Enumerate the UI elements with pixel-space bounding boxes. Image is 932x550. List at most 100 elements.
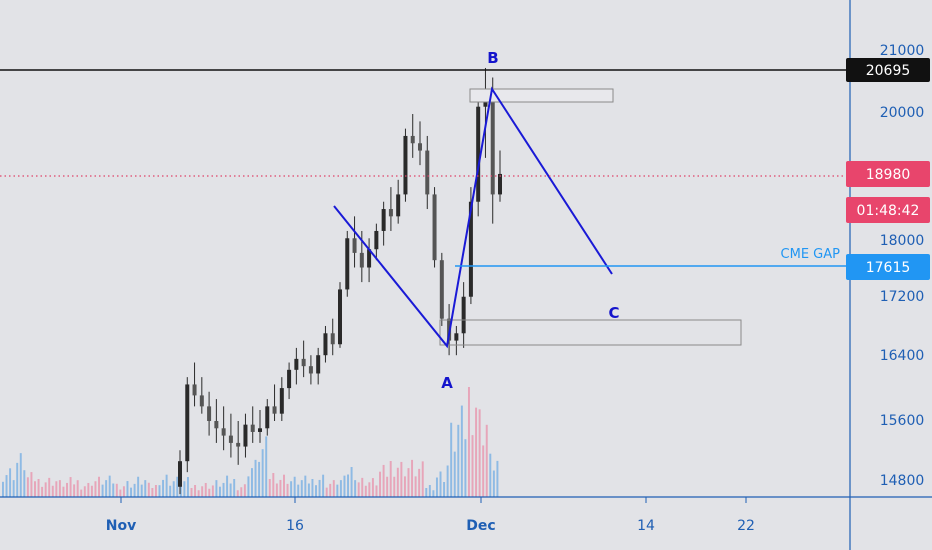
candle-body [352,238,357,253]
volume-bar [347,474,349,497]
volume-bar [179,485,182,497]
volume-bar [19,453,22,497]
candle-body [498,173,502,195]
countdown-tag-text: 01:48:42 [857,203,920,219]
volume-bar [169,485,172,497]
countdown-tag-bg [846,197,930,223]
abc-pattern-line[interactable] [333,86,613,349]
volume-bar [243,484,246,497]
volume-bar [76,480,79,497]
point-label-b: B [487,49,498,67]
candle-body [476,106,481,202]
volume-bar [218,486,221,497]
candle-body [308,366,313,374]
volume-bar [368,482,371,497]
candle-body [265,406,270,429]
volume-bar [122,486,125,497]
volume-bar [318,479,321,497]
volume-bar [475,407,478,497]
price-tick-20000: 20000 [880,105,925,121]
candle-body [490,92,495,195]
volume-bar [258,461,261,497]
cme-gap-label: CME GAP [781,247,841,262]
candle-body [214,420,219,429]
candle-body [410,135,415,144]
candle-body [192,384,197,396]
cme-gap-price-tag: 17615 [846,254,930,280]
volume-bar [364,485,367,497]
volume-bar [30,472,33,497]
candle-body [250,424,255,432]
volume-bar [251,468,253,497]
volume-bar [201,486,204,497]
cme-gap-tag-text: 17615 [866,260,911,276]
price-tick-17200: 17200 [880,289,925,305]
volume-bar [446,465,449,497]
volume-bar [2,481,4,497]
candle-body [461,296,466,334]
last-price-tag-bg [846,161,930,187]
volume-bar [332,480,335,497]
date-label-22: 22 [737,518,755,534]
volume-bar [240,487,243,497]
volume-bar [140,484,143,497]
candle-body [396,194,401,217]
gap-zone-box[interactable] [439,319,742,346]
price-tick-14800: 14800 [880,473,925,489]
volume-bar [186,477,189,497]
volume-bar [425,488,428,497]
date-label-dec: Dec [466,518,495,534]
volume-bar [254,459,257,497]
volume-bar [80,489,83,497]
candle-body [381,209,386,231]
volume-bar [393,476,396,497]
volume-bar [204,482,207,497]
resistance-price-tag: 20695 [846,58,930,82]
volume-bar [382,464,385,497]
volume-bar [37,479,40,497]
candle-body [359,252,364,268]
volume-bar [229,483,232,497]
candle-body [207,406,212,421]
volume-bar [471,435,474,497]
date-label-16: 16 [286,518,304,534]
volume-bar [208,488,211,497]
candle-body [199,395,204,407]
volume-bar [144,480,147,497]
candle-body [403,135,408,195]
volume-bar [272,473,275,497]
volume-bar [90,485,93,497]
supply-zone-box[interactable] [469,88,614,103]
candle-body [345,238,350,290]
volume-bar [329,483,332,497]
volume-bar [126,481,129,497]
volume-bar [261,449,264,497]
volume-bar [151,488,154,497]
volume-bar [343,475,346,497]
volume-bar [418,468,421,497]
volume-bar [482,445,485,497]
volume-bar [222,482,225,497]
volume-bar [325,487,328,497]
volume-bar [119,489,122,497]
countdown-tag: 01:48:42 [846,197,930,223]
volume-bar [293,476,296,497]
volume-bar [183,481,186,497]
volume-bar [226,475,229,497]
volume-bar [197,490,200,497]
volume-bar [432,490,435,497]
candle-body [294,358,299,370]
candle-body [432,194,437,261]
volume-bar [357,482,360,497]
volume-bar [336,484,339,497]
volume-bar [176,476,179,497]
volume-bar [354,480,357,497]
candle-body [468,201,473,297]
volume-bar [496,460,499,497]
volume-bar [83,486,86,497]
volume-bar [236,490,239,497]
candle-body [228,435,233,443]
date-ticks [120,497,747,503]
volume-bar [55,481,58,497]
